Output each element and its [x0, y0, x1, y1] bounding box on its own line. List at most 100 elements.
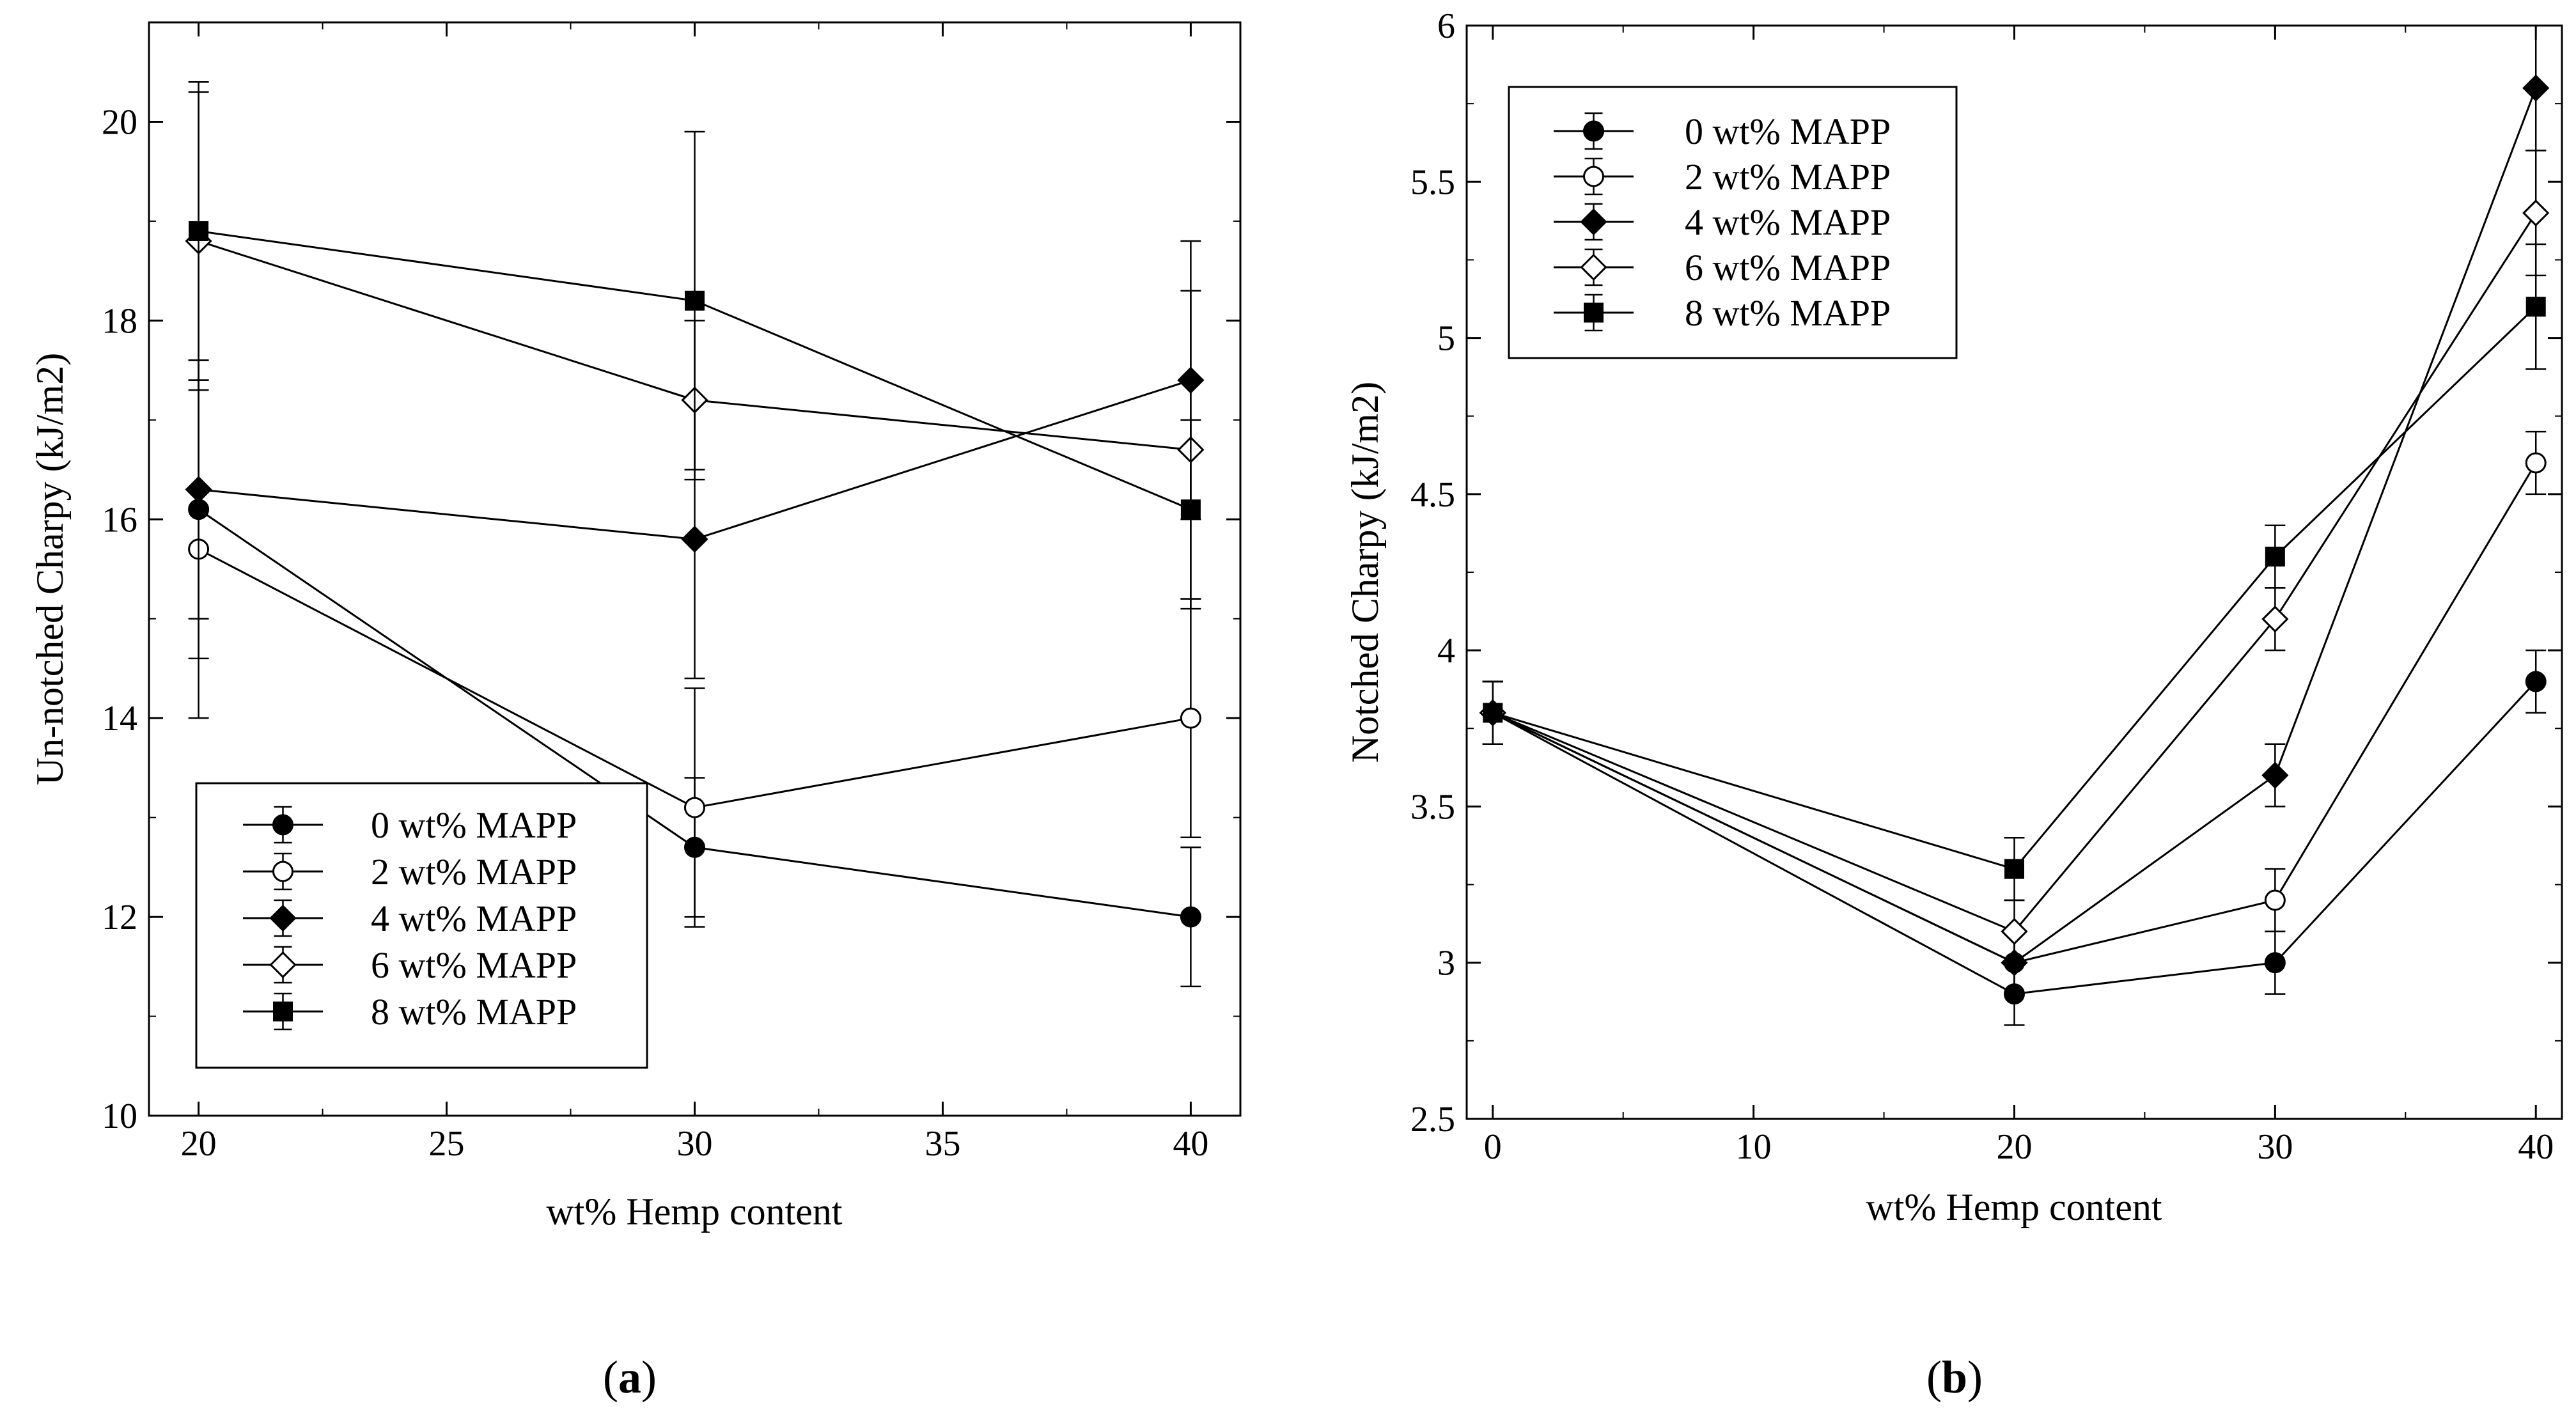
legend-label-a-4: 8 wt% MAPP: [371, 991, 577, 1033]
data-point-a-2-0: [185, 476, 212, 503]
x-tick-label-a-3: 35: [925, 1124, 960, 1164]
y-tick-label-b-0: 2.5: [1410, 1100, 1455, 1139]
x-tick-label-b-3: 30: [2257, 1127, 2293, 1167]
data-point-b-1-3: [2525, 452, 2547, 474]
x-axis-label-a: wt% Hemp content: [546, 1191, 843, 1233]
series-b-4: [1482, 243, 2547, 902]
legend-label-a-3: 6 wt% MAPP: [371, 944, 577, 986]
y-tick-label-a-5: 20: [102, 102, 137, 142]
panel-b: 0 10 20 30 40 2.5 3 3.5 4 4.5 5 5.5 6 wt% Hemp conte…: [1344, 6, 2563, 1403]
panel-label-a: (a): [603, 1352, 657, 1403]
y-tick-label-b-3: 4: [1437, 631, 1455, 671]
y-tick-label-b-4: 4.5: [1410, 475, 1455, 515]
legend-marker-b-1: [1583, 166, 1604, 187]
legend-marker-a-3: [269, 951, 297, 979]
y-tick-label-b-5: 5: [1437, 319, 1455, 359]
legend-label-b-3: 6 wt% MAPP: [1685, 247, 1891, 288]
legend-marker-b-2: [1580, 208, 1607, 236]
axes-b: 0 10 20 30 40 2.5 3 3.5 4 4.5 5 5.5 6: [1410, 6, 2562, 1167]
data-point-b-0-2: [2264, 952, 2286, 974]
data-point-b-1-2: [2264, 889, 2286, 911]
data-point-b-3-1: [2001, 917, 2028, 945]
legend-box-a: [195, 782, 648, 1069]
legend-item-a-1: 2 wt% MAPP: [243, 851, 577, 893]
data-point-b-4-2: [2265, 547, 2285, 567]
data-point-b-4-0: [1483, 703, 1503, 723]
legend-marker-b-0: [1583, 120, 1604, 142]
panel-letter-b: b: [1942, 1352, 1967, 1403]
legend-label-a-0: 0 wt% MAPP: [371, 804, 577, 846]
panel-label-b: (b): [1926, 1352, 1983, 1403]
legend-item-b-3: 6 wt% MAPP: [1554, 247, 1891, 288]
y-axis-label-a: Un-notched Charpy (kJ/m2): [29, 353, 71, 786]
y-tick-label-a-3: 16: [102, 500, 137, 540]
legend-item-b-1: 2 wt% MAPP: [1554, 156, 1891, 198]
data-point-a-0-2: [1180, 906, 1201, 928]
x-axis-label-b: wt% Hemp content: [1866, 1186, 2162, 1228]
series-line-b-0: [1492, 680, 2537, 995]
x-tick-label-b-1: 10: [1736, 1127, 1772, 1167]
legend-label-b-0: 0 wt% MAPP: [1685, 111, 1891, 152]
x-tick-label-b-2: 20: [1997, 1127, 2033, 1167]
data-point-a-2-1: [681, 526, 708, 553]
data-point-a-1-1: [684, 797, 705, 818]
data-point-b-4-3: [2525, 297, 2546, 317]
y-tick-label-a-0: 10: [102, 1097, 137, 1136]
x-tick-label-a-0: 20: [181, 1124, 217, 1164]
x-tick-label-a-1: 25: [429, 1124, 465, 1164]
y-axis-label-b: Notched Charpy (kJ/m2): [1344, 382, 1386, 763]
legend-marker-a-0: [272, 814, 293, 836]
series-line-b-4: [1492, 306, 2537, 870]
x-tick-label-a-4: 40: [1173, 1124, 1208, 1164]
series-a-1: [188, 379, 1201, 928]
series-b-0: [1482, 649, 2547, 1026]
y-tick-label-b-2: 3.5: [1410, 787, 1455, 827]
legend-item-a-0: 0 wt% MAPP: [243, 804, 577, 846]
y-tick-label-a-4: 18: [102, 301, 137, 341]
series-layer-a: [185, 81, 1205, 988]
y-tick-label-b-7: 6: [1437, 6, 1455, 46]
series-layer-b: [1479, 24, 2550, 1026]
data-point-a-4-1: [685, 290, 705, 311]
legend-label-a-2: 4 wt% MAPP: [371, 898, 577, 939]
data-point-b-3-3: [2522, 199, 2550, 227]
data-point-b-0-3: [2525, 671, 2547, 692]
data-point-a-4-0: [189, 221, 209, 241]
legend-item-a-2: 4 wt% MAPP: [243, 898, 577, 939]
panel-letter-a: a: [618, 1352, 641, 1403]
legend-a: 0 wt% MAPP 2 wt% MAPP 4 wt% MAPP 6 wt% MAPP…: [243, 804, 577, 1033]
axes-a: 20 25 30 35 40 10 12 14 16 18 20: [102, 22, 1240, 1164]
series-line-b-3: [1492, 212, 2537, 933]
series-a-4: [188, 81, 1201, 600]
y-tick-label-b-1: 3: [1437, 944, 1455, 983]
legend-marker-a-1: [272, 861, 293, 882]
data-point-b-2-3: [2522, 74, 2550, 102]
y-tick-label-b-6: 5.5: [1410, 162, 1455, 202]
x-tick-label-b-4: 40: [2518, 1127, 2554, 1167]
legend-marker-b-3: [1580, 253, 1607, 281]
y-tick-label-a-2: 14: [102, 699, 137, 738]
legend-item-b-4: 8 wt% MAPP: [1554, 292, 1891, 334]
legend-item-a-4: 8 wt% MAPP: [243, 991, 577, 1033]
legend-item-b-2: 4 wt% MAPP: [1554, 201, 1891, 243]
legend-label-b-1: 2 wt% MAPP: [1685, 156, 1891, 198]
legend-marker-b-4: [1584, 302, 1604, 323]
data-point-b-3-2: [2261, 605, 2289, 633]
legend-label-a-1: 2 wt% MAPP: [371, 851, 577, 893]
legend-marker-a-2: [269, 904, 297, 932]
data-point-b-4-1: [2004, 859, 2024, 879]
legend-label-b-2: 4 wt% MAPP: [1685, 201, 1891, 243]
legend-item-a-3: 6 wt% MAPP: [243, 944, 577, 986]
data-point-a-4-2: [1180, 499, 1201, 520]
legend-label-b-4: 8 wt% MAPP: [1685, 292, 1891, 334]
y-tick-label-a-1: 12: [102, 898, 137, 937]
data-point-a-1-2: [1180, 707, 1201, 729]
data-point-b-2-2: [2261, 761, 2289, 789]
x-tick-label-a-2: 30: [677, 1124, 713, 1164]
legend-marker-a-4: [273, 1001, 293, 1022]
legend-item-b-0: 0 wt% MAPP: [1554, 111, 1891, 152]
